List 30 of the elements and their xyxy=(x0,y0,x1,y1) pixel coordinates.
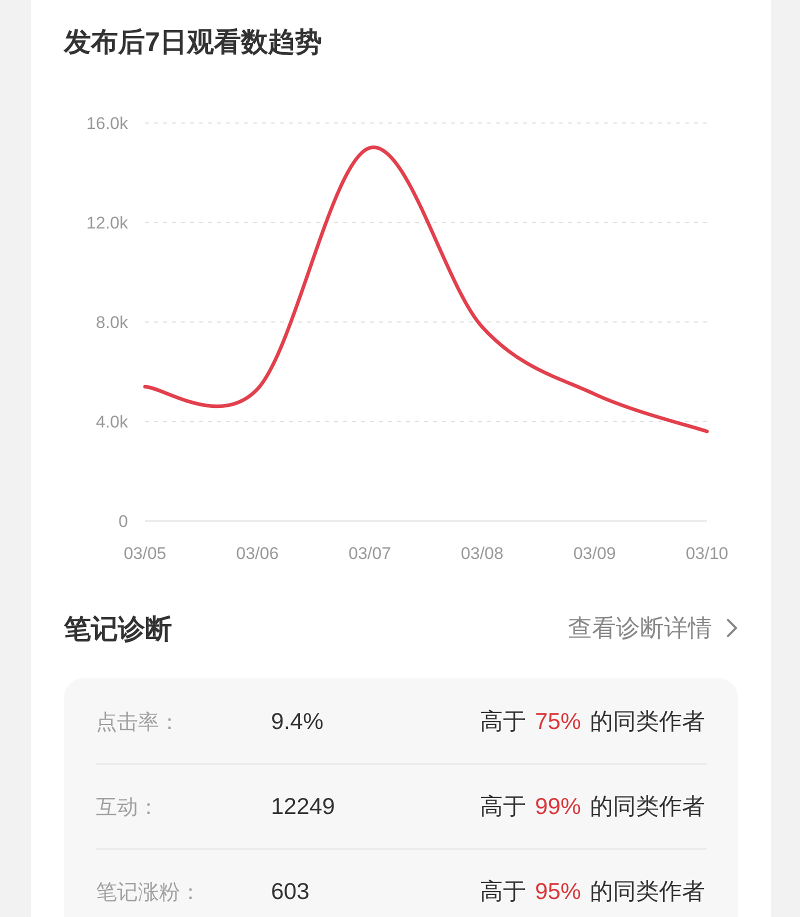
x-tick-label: 03/09 xyxy=(573,544,616,563)
text: 互动： xyxy=(96,796,159,819)
text: 95% xyxy=(534,878,581,904)
x-tick-label: 03/06 xyxy=(236,544,279,563)
text: 603 xyxy=(271,878,310,904)
text: 12249 xyxy=(271,793,335,819)
x-tick-label: 03/05 xyxy=(124,544,166,563)
text: 的同类作者 xyxy=(590,793,705,819)
line-series xyxy=(143,146,709,434)
text: 的同类作者 xyxy=(590,708,705,734)
y-tick-label: 16.0k xyxy=(86,114,128,133)
text: 的同类作者 xyxy=(590,878,705,904)
text: 查看诊断详情 xyxy=(568,615,712,642)
text: 笔记诊断 xyxy=(63,614,172,644)
text: 9.4% xyxy=(271,708,324,734)
text: 99% xyxy=(534,793,581,819)
y-tick-label: 0 xyxy=(118,512,128,531)
text: 高于 xyxy=(480,878,526,904)
chart-title: 发布后7日观看数趋势 xyxy=(63,27,322,57)
text: 高于 xyxy=(480,708,526,734)
text: 笔记涨粉： xyxy=(96,881,201,904)
x-tick-label: 03/10 xyxy=(686,544,728,563)
text: 点击率： xyxy=(96,711,180,734)
y-tick-label: 12.0k xyxy=(86,214,128,232)
x-tick-label: 03/08 xyxy=(460,544,504,563)
y-tick-label: 8.0k xyxy=(96,313,128,332)
x-tick-label: 03/07 xyxy=(348,544,392,563)
text: 75% xyxy=(534,708,581,734)
y-tick-label: 4.0k xyxy=(96,412,128,432)
text: 高于 xyxy=(480,793,526,819)
